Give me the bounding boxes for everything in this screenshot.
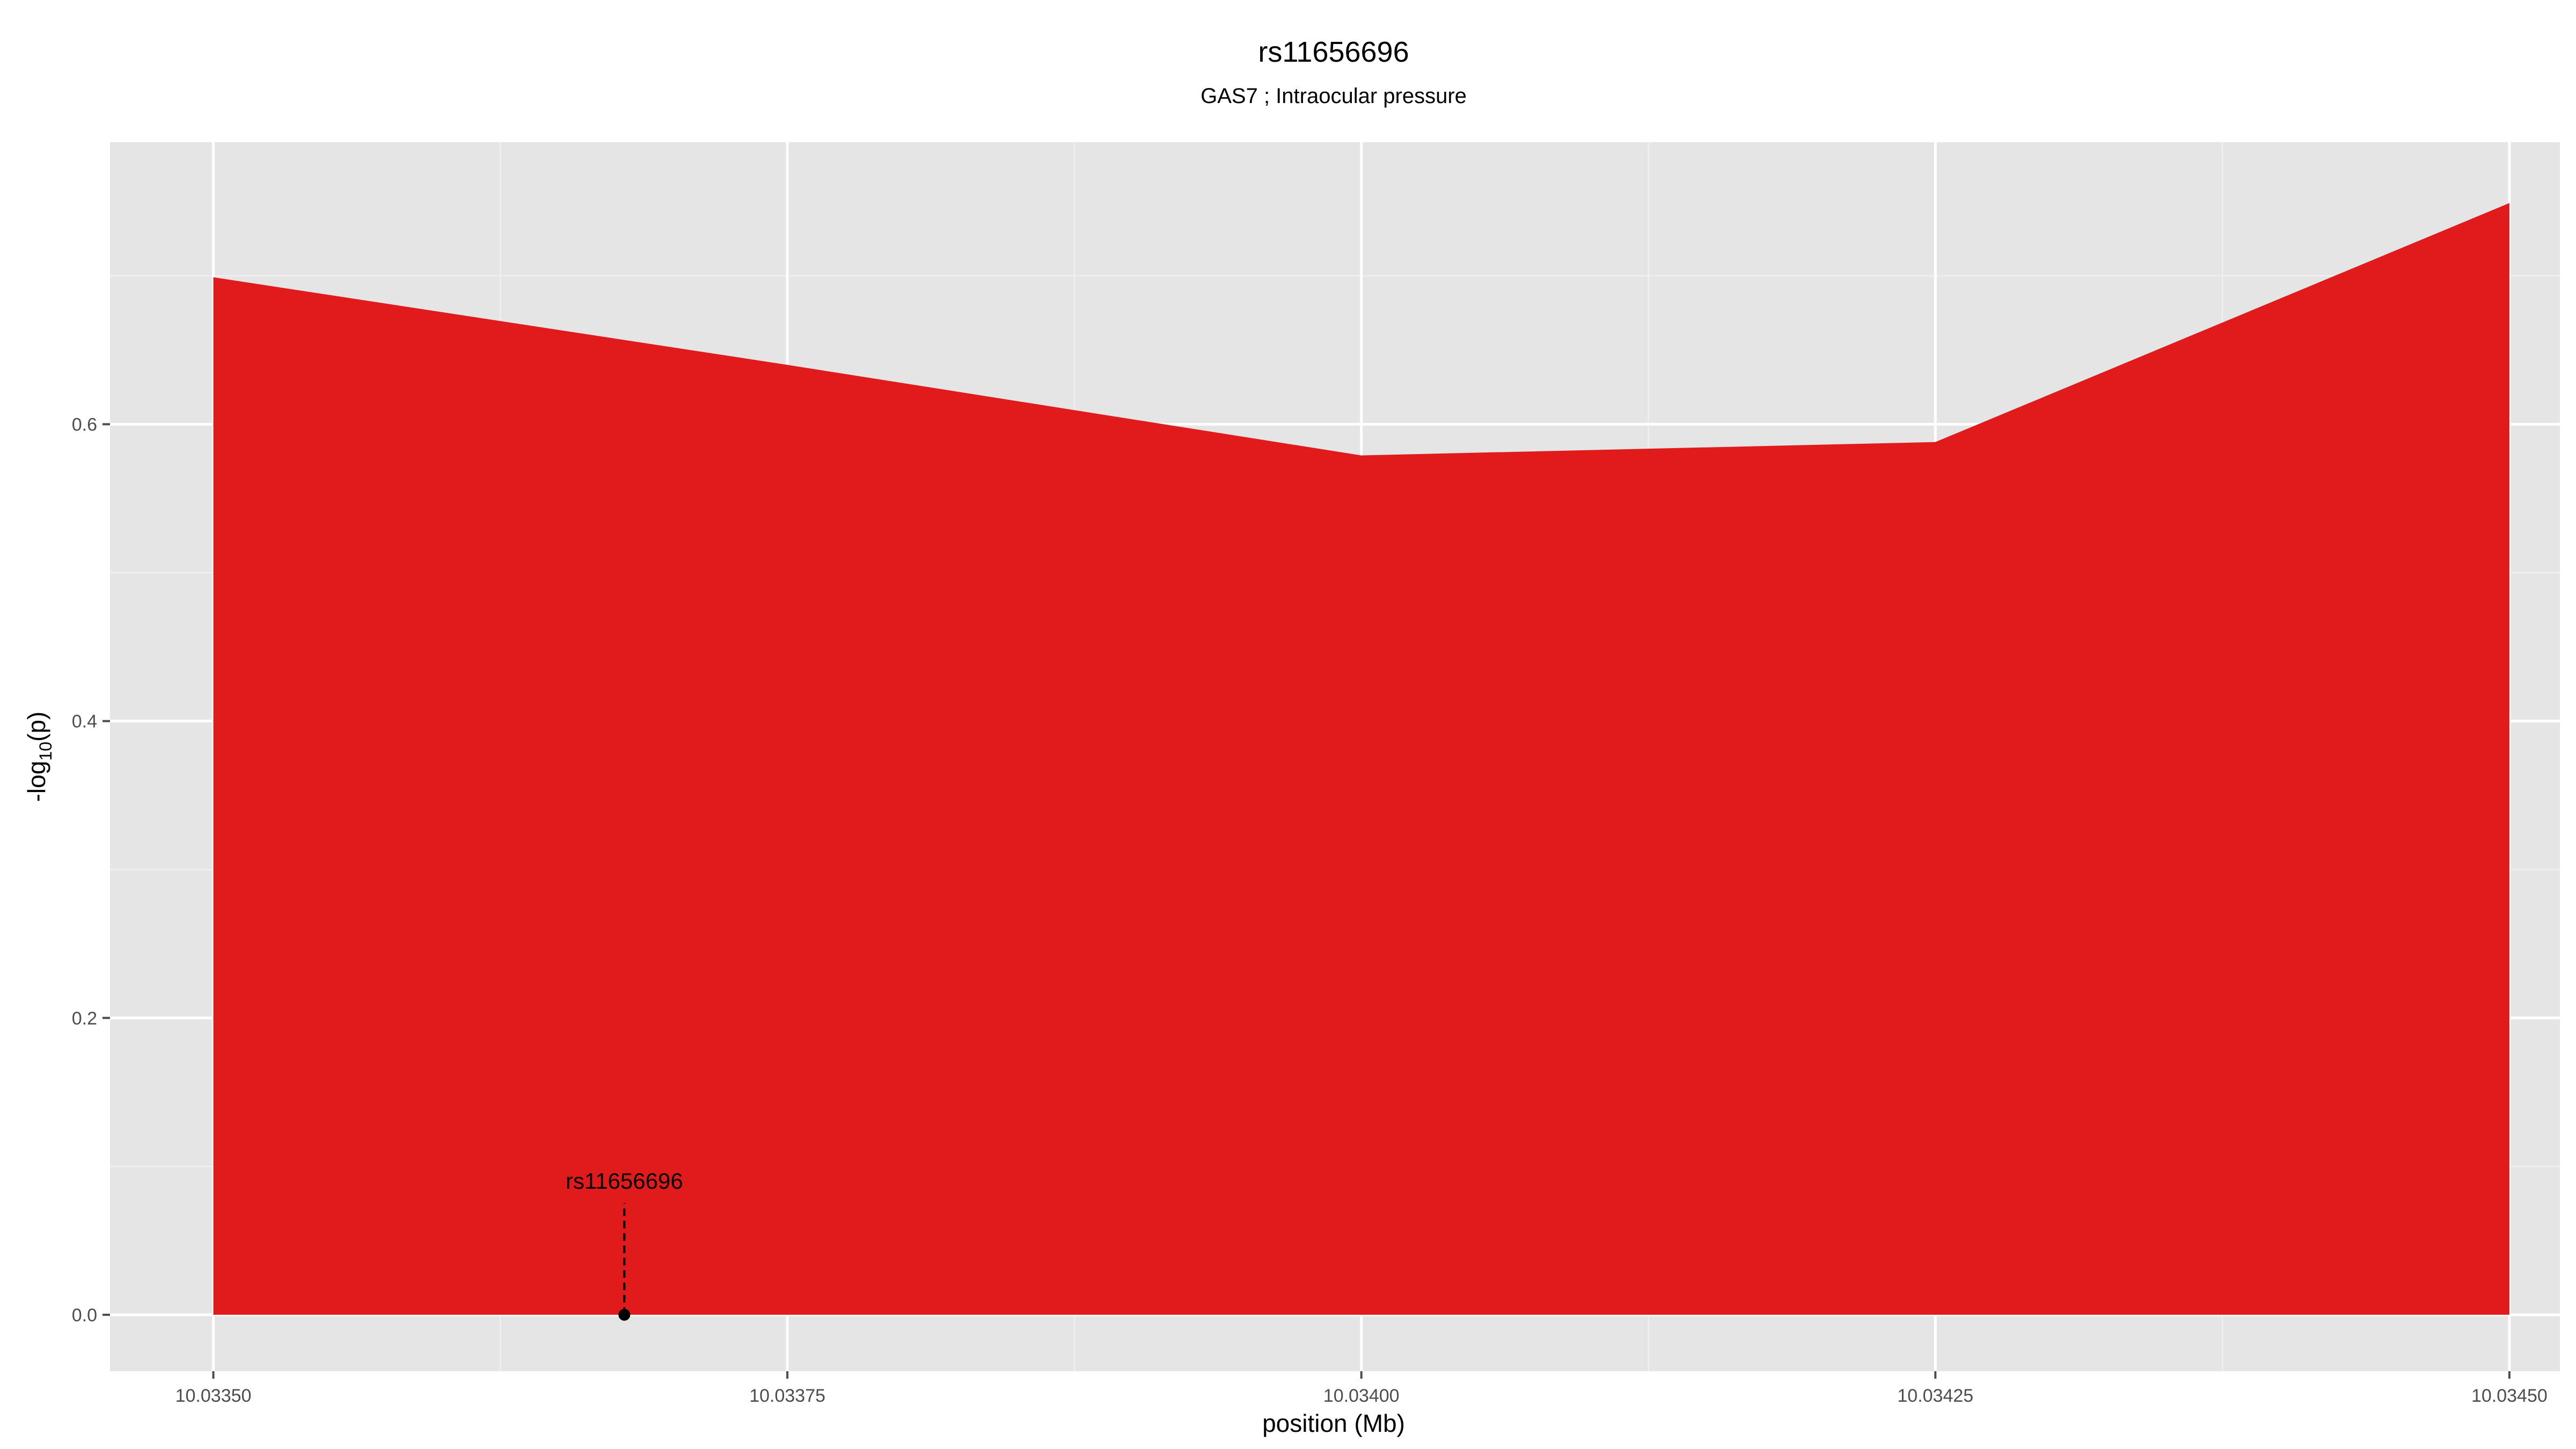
x-tick-label: 10.03375	[749, 1386, 825, 1406]
chart-subtitle: GAS7 ; Intraocular pressure	[1201, 84, 1467, 108]
y-tick-label: 0.4	[72, 712, 97, 732]
area-series	[213, 203, 2509, 1315]
snp-annotation: rs11656696	[566, 1168, 683, 1321]
chart-title: rs11656696	[1258, 36, 1409, 68]
y-axis-title-main: -log	[23, 761, 50, 802]
y-tick-label: 0.2	[72, 1008, 97, 1029]
y-axis-ticks: 0.0 0.2 0.4 0.6	[72, 414, 110, 1326]
y-axis-title-tail: (p)	[23, 712, 50, 742]
x-tick-label: 10.03425	[1897, 1386, 1973, 1406]
y-tick-label: 0.6	[72, 414, 97, 435]
x-tick-label: 10.03400	[1323, 1386, 1400, 1406]
annotation-point	[618, 1308, 631, 1321]
x-tick-label: 10.03450	[2471, 1386, 2548, 1406]
y-axis-title-subscript: 10	[36, 742, 55, 761]
annotation-label: rs11656696	[566, 1168, 683, 1194]
x-axis-title: position (Mb)	[1262, 1409, 1405, 1437]
x-tick-label: 10.03350	[175, 1386, 252, 1406]
y-axis-title: -log10(p)	[23, 712, 55, 802]
y-tick-label: 0.0	[72, 1305, 97, 1326]
x-axis-ticks: 10.03350 10.03375 10.03400 10.03425 10.03450	[175, 1371, 2548, 1406]
